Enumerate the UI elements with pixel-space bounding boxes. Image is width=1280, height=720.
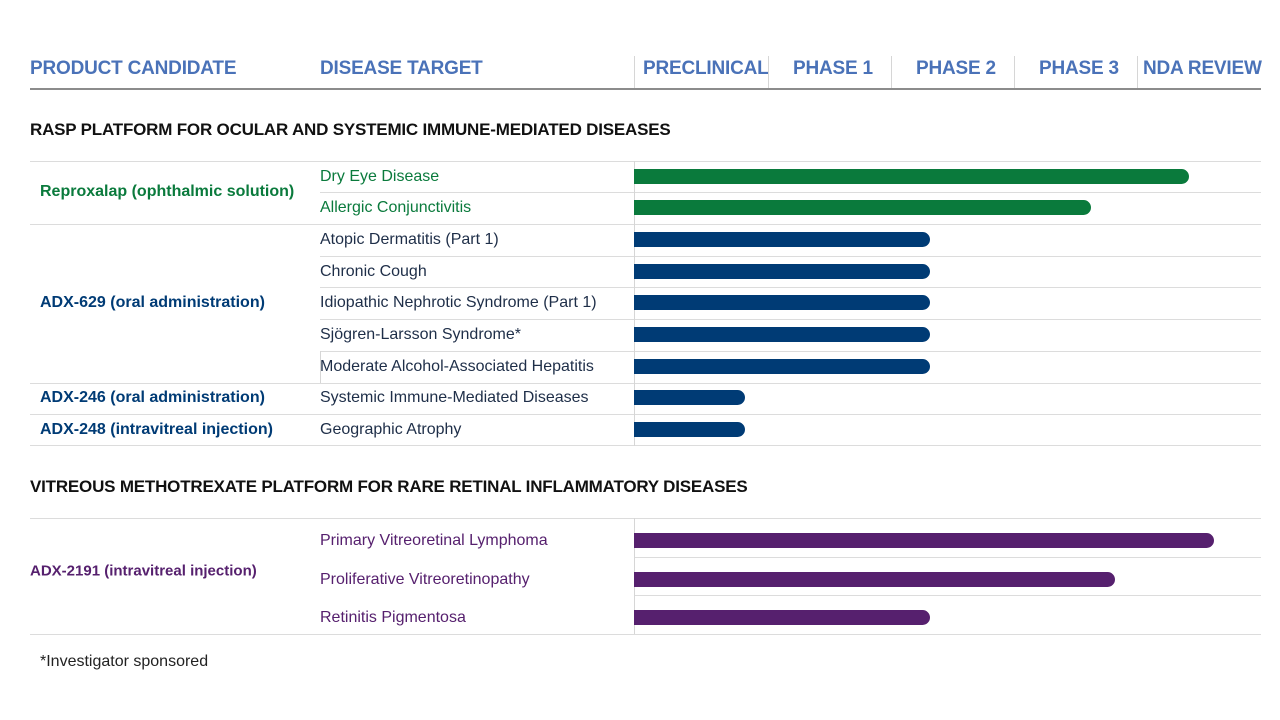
row-divider	[30, 161, 1261, 162]
progress-bar	[634, 610, 930, 625]
header-stage-nda-review: NDA REVIEW	[1143, 58, 1262, 79]
header-stage-preclinical: PRECLINICAL	[643, 58, 769, 79]
candidate-label-adx-246: ADX-246 (oral administration)	[40, 389, 265, 406]
header-separator	[768, 56, 769, 88]
disease-target-label: Idiopathic Nephrotic Syndrome (Part 1)	[320, 294, 597, 311]
header-disease-target: DISEASE TARGET	[320, 58, 483, 79]
row-divider	[320, 256, 1261, 257]
disease-target-label: Systemic Immune-Mediated Diseases	[320, 389, 589, 406]
disease-target-label: Geographic Atrophy	[320, 421, 462, 438]
row-divider	[634, 557, 1261, 558]
row-divider	[634, 595, 1261, 596]
disease-target-label: Chronic Cough	[320, 263, 427, 280]
column-divider	[320, 351, 321, 383]
disease-target-label: Retinitis Pigmentosa	[320, 609, 466, 626]
row-divider	[30, 383, 1261, 384]
row-divider	[30, 518, 1261, 519]
header-stage-phase-3: PHASE 3	[1039, 58, 1119, 79]
progress-bar	[634, 264, 930, 279]
progress-bar	[634, 327, 930, 342]
header-stage-phase-1: PHASE 1	[793, 58, 873, 79]
progress-bar	[634, 169, 1189, 184]
section-title-rasp-platform: RASP PLATFORM FOR OCULAR AND SYSTEMIC IM…	[30, 120, 671, 139]
header-rule	[30, 88, 1261, 90]
progress-bar	[634, 359, 930, 374]
section-title-vitreous-methotrexate: VITREOUS METHOTREXATE PLATFORM FOR RARE …	[30, 477, 748, 496]
disease-target-label: Sjögren-Larsson Syndrome*	[320, 326, 521, 343]
disease-target-label: Primary Vitreoretinal Lymphoma	[320, 532, 548, 549]
header-separator	[634, 56, 635, 88]
candidate-label-adx-629: ADX-629 (oral administration)	[40, 294, 265, 311]
row-divider	[320, 351, 1261, 352]
progress-bar	[634, 533, 1214, 548]
footnote: *Investigator sponsored	[40, 653, 209, 670]
header-separator	[891, 56, 892, 88]
row-divider	[320, 287, 1261, 288]
progress-bar	[634, 200, 1091, 215]
progress-bar	[634, 422, 745, 437]
row-divider	[30, 634, 1261, 635]
header-product-candidate: PRODUCT CANDIDATE	[30, 58, 237, 79]
candidate-label-reproxalap: Reproxalap (ophthalmic solution)	[40, 183, 295, 200]
disease-target-label: Dry Eye Disease	[320, 168, 440, 185]
candidate-label-adx-248: ADX-248 (intravitreal injection)	[40, 421, 273, 438]
progress-bar	[634, 390, 745, 405]
header-stage-phase-2: PHASE 2	[916, 58, 996, 79]
progress-bar	[634, 295, 930, 310]
row-divider	[320, 319, 1261, 320]
progress-bar	[634, 232, 930, 247]
progress-bar	[634, 572, 1115, 587]
row-divider	[30, 414, 1261, 415]
disease-target-label: Proliferative Vitreoretinopathy	[320, 571, 530, 588]
disease-target-label: Moderate Alcohol-Associated Hepatitis	[320, 358, 594, 375]
header-separator	[1137, 56, 1138, 88]
row-divider	[320, 192, 1261, 193]
disease-target-label: Atopic Dermatitis (Part 1)	[320, 231, 499, 248]
disease-target-label: Allergic Conjunctivitis	[320, 199, 472, 216]
row-divider	[30, 224, 1261, 225]
row-divider	[30, 445, 1261, 446]
candidate-label-adx-2191: ADX-2191 (intravitreal injection)	[30, 562, 257, 580]
header-separator	[1014, 56, 1015, 88]
